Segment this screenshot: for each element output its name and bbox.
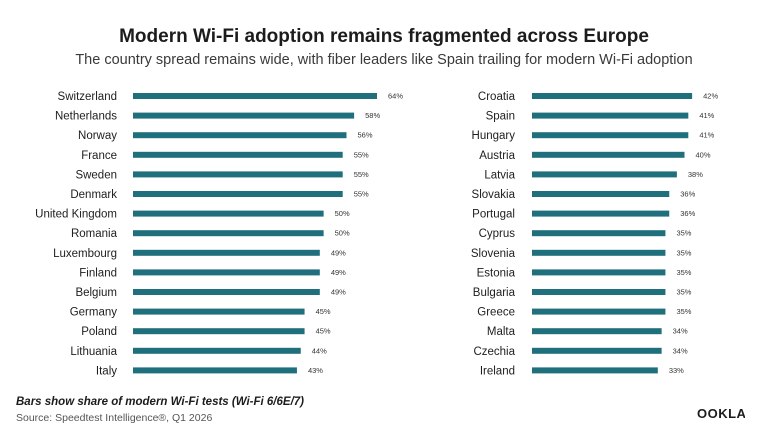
bar [532,230,666,237]
bar [532,347,662,354]
data-label: 35% [676,288,691,297]
bar [133,191,343,197]
category-label: Hungary [472,130,516,142]
data-label: 34% [673,327,688,336]
bar [133,328,305,335]
data-label: 49% [331,288,346,297]
data-label: 42% [703,92,718,101]
data-label: 36% [680,209,695,218]
data-label: 50% [335,209,350,218]
data-label: 64% [388,92,403,101]
category-label: Romania [71,228,118,240]
bar [532,171,677,178]
svg-text:OOKLA: OOKLA [697,406,745,421]
category-label: Netherlands [55,111,117,123]
data-label: 41% [699,131,714,140]
chart-source: Source: Speedtest Intelligence®, Q1 2026 [16,412,213,424]
category-label: Italy [96,365,117,377]
category-label: Lithuania [70,346,117,358]
bar [133,132,347,139]
data-label: 34% [673,346,688,355]
bar [133,93,377,99]
data-label: 49% [331,268,346,277]
category-label: Finland [79,267,117,279]
category-label: Cyprus [479,228,516,240]
data-label: 35% [676,248,691,257]
bar [133,308,305,315]
data-label: 41% [699,111,714,120]
category-label: Czechia [473,346,515,358]
category-label: Portugal [472,209,515,221]
bar [532,191,670,197]
data-label: 50% [335,229,350,238]
category-label: Sweden [75,169,117,181]
category-label: Estonia [477,267,516,279]
data-label: 56% [358,131,373,140]
data-label: 36% [680,190,695,199]
category-label: Latvia [484,169,515,181]
bar [133,289,320,295]
category-label: Ireland [480,365,515,377]
bar [133,171,343,178]
ookla-logo: OOKLA [697,406,745,421]
category-label: Denmark [70,189,117,201]
data-label: 55% [354,150,369,159]
bar [532,132,689,139]
bar [532,151,685,158]
data-label: 35% [676,229,691,238]
data-label: 33% [669,366,684,375]
category-label: Switzerland [58,91,117,103]
category-label: Slovenia [471,248,516,260]
bar [133,112,355,119]
bar [532,289,666,295]
bar [532,328,662,335]
category-label: Poland [81,326,117,338]
chart-subtitle: The country spread remains wide, with fi… [75,52,693,68]
chart-panel-2: Croatia 42% Spain 41% Hungary 41% Austria 40% La… [471,91,719,377]
category-label: Bulgaria [473,287,516,299]
data-label: 35% [676,307,691,316]
bar [133,210,324,217]
category-label: Greece [477,307,515,319]
bar [532,308,666,315]
bar [532,269,666,276]
category-label: Norway [78,130,117,142]
data-label: 43% [308,366,323,375]
data-label: 55% [354,170,369,179]
data-label: 49% [331,248,346,257]
bar [532,112,689,119]
category-label: Malta [487,326,516,338]
bar [532,93,693,99]
bar [133,249,320,256]
chart-title: Modern Wi-Fi adoption remains fragmented… [119,26,649,47]
bar [532,367,658,374]
category-label: Croatia [478,91,516,103]
category-label: Belgium [75,287,117,299]
category-label: Germany [70,307,118,319]
bar [133,151,343,158]
data-label: 58% [365,111,380,120]
data-label: 45% [316,307,331,316]
chart-footnote: Bars show share of modern Wi-Fi tests (W… [16,396,304,408]
data-label: 40% [696,150,711,159]
bar [133,269,320,276]
category-label: France [81,150,117,162]
data-label: 45% [316,327,331,336]
data-label: 44% [312,346,327,355]
category-label: United Kingdom [35,209,117,221]
bar [532,249,666,256]
bar [133,230,324,237]
data-label: 35% [676,268,691,277]
category-label: Austria [479,150,515,162]
bar [133,367,297,374]
chart-panel-1: Switzerland 64% Netherlands 58% Norway 56% Fra… [35,91,403,377]
data-label: 55% [354,190,369,199]
bar [532,210,670,217]
category-label: Spain [486,111,515,123]
data-label: 38% [688,170,703,179]
category-label: Slovakia [472,189,516,201]
bar [133,347,301,354]
category-label: Luxembourg [53,248,117,260]
